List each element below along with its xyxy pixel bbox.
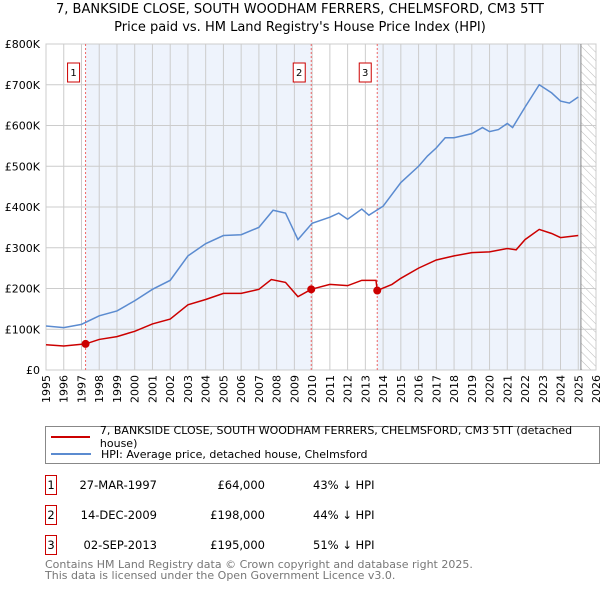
series-line: [45, 83, 579, 329]
x-tick-label: 1996: [58, 375, 71, 403]
x-tick-label: 2014: [377, 375, 390, 403]
x-tick-label: 2011: [324, 375, 337, 403]
x-tick-label: 2010: [306, 375, 319, 403]
x-tick-label: 2023: [537, 375, 550, 403]
x-tick-label: 1995: [40, 375, 53, 403]
y-tick-label: £0: [26, 364, 40, 377]
sale-hpi-diff: 44% ↓ HPI: [313, 508, 375, 522]
y-tick-label: £100K: [5, 323, 41, 336]
x-tick-label: 2015: [395, 375, 408, 403]
x-tick-label: 1998: [93, 375, 106, 403]
sale-price: £198,000: [210, 508, 265, 522]
y-tick-label: £400K: [5, 201, 41, 214]
y-tick-label: £700K: [5, 79, 41, 92]
footer: Contains HM Land Registry data © Crown c…: [45, 559, 473, 581]
price-chart: 1995 1996 1997 1998 1999 2000 2001 2002 2003 2004…: [5, 38, 600, 403]
sale-date: 02-SEP-2013: [83, 538, 157, 552]
sale-number: 3: [45, 535, 57, 555]
legend-hpi: HPI: Average price, detached house, Chel…: [101, 447, 368, 461]
sale-badge-number: 2: [296, 68, 302, 79]
sale-point: [81, 339, 90, 348]
sale-hpi-diff: 43% ↓ HPI: [313, 478, 375, 492]
sale-number: 1: [45, 475, 57, 495]
sale-date: 14-DEC-2009: [80, 508, 157, 522]
y-tick-label: £800K: [5, 38, 41, 51]
x-tick-label: 2019: [466, 375, 479, 403]
sale-badge-number: 3: [362, 68, 368, 79]
chart-subtitle: Price paid vs. HM Land Registry's House …: [114, 20, 486, 35]
plot-frame: [45, 43, 597, 371]
sale-point: [307, 285, 316, 294]
y-tick-label: £600K: [5, 120, 41, 133]
y-tick-label: £200K: [5, 283, 41, 296]
legend: 7, BANKSIDE CLOSE, SOUTH WOODHAM FERRERS…: [45, 424, 600, 464]
y-tick-label: £300K: [5, 242, 41, 255]
sale-date: 27-MAR-1997: [79, 478, 157, 492]
sale-badge: [292, 62, 306, 83]
x-tick-label: 2026: [590, 375, 600, 403]
legend-property: 7, BANKSIDE CLOSE, SOUTH WOODHAM FERRERS…: [99, 424, 573, 450]
x-tick-label: 2004: [200, 375, 213, 403]
x-tick-label: 2021: [501, 375, 514, 403]
x-tick-label: 1997: [75, 375, 88, 403]
x-tick-label: 2002: [164, 375, 177, 403]
x-tick-label: 2000: [129, 375, 142, 403]
x-tick-label: 2013: [359, 375, 372, 403]
x-tick-label: 2008: [271, 375, 284, 403]
legend-blue-line: [51, 453, 91, 455]
y-tick-label: £500K: [5, 160, 41, 173]
series-line: [45, 228, 579, 347]
x-tick-label: 2001: [146, 375, 159, 403]
sale-hpi-diff: 51% ↓ HPI: [313, 538, 375, 552]
x-tick-label: 1999: [111, 375, 124, 403]
x-tick-label: 2018: [448, 375, 461, 403]
sale-price: £195,000: [210, 538, 265, 552]
sale-point: [373, 286, 382, 295]
x-tick-label: 2007: [253, 375, 266, 403]
x-tick-label: 2022: [519, 375, 532, 403]
sale-badge-number: 1: [70, 68, 76, 79]
x-tick-label: 2003: [182, 375, 195, 403]
legend-red-line: [51, 436, 90, 438]
sale-number: 2: [45, 505, 57, 525]
x-tick-label: 2006: [235, 375, 248, 403]
sale-badge: [67, 62, 81, 83]
x-tick-label: 2012: [342, 375, 355, 403]
x-tick-label: 2005: [217, 375, 230, 403]
x-tick-label: 2016: [413, 375, 426, 403]
sale-price: £64,000: [217, 478, 265, 492]
x-tick-label: 2025: [572, 375, 585, 403]
x-tick-label: 2024: [555, 375, 568, 403]
x-tick-label: 2017: [430, 375, 443, 403]
footer-line-1: Contains HM Land Registry data © Crown c…: [45, 558, 473, 571]
sale-badge: [358, 62, 372, 83]
x-tick-label: 2020: [484, 375, 497, 403]
x-tick-label: 2009: [288, 375, 301, 403]
footer-line-2: This data is licensed under the Open Gov…: [45, 569, 396, 582]
chart-title: 7, BANKSIDE CLOSE, SOUTH WOODHAM FERRERS…: [56, 2, 544, 17]
